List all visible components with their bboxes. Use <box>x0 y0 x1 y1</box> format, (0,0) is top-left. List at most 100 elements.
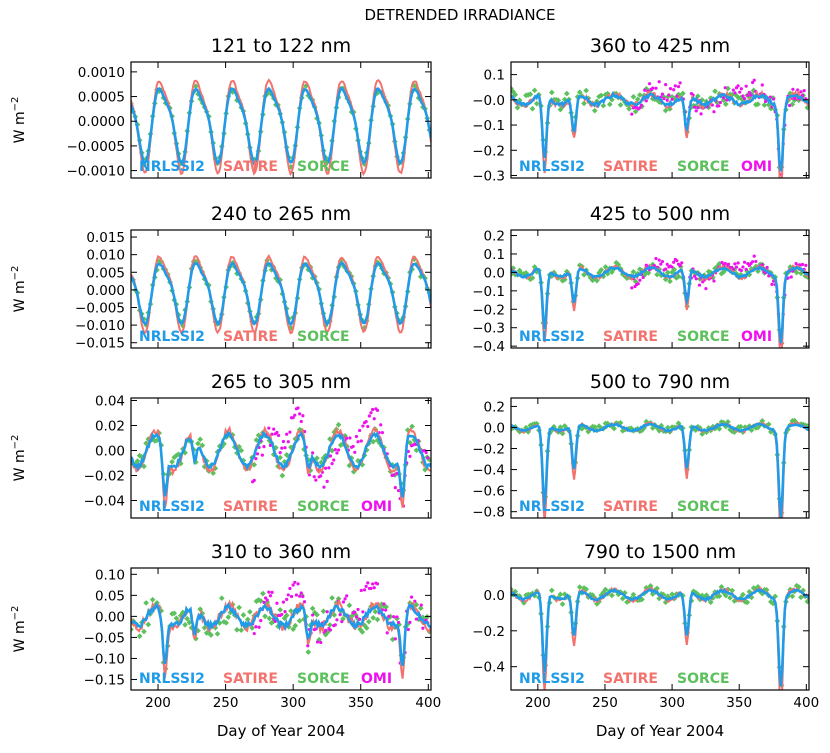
sorce-point <box>327 622 333 628</box>
panel-title: 240 to 265 nm <box>211 203 351 225</box>
y-tick-label: −0.0 <box>472 93 505 109</box>
omi-point <box>314 627 318 631</box>
sorce-point <box>630 591 637 598</box>
omi-point <box>301 594 305 599</box>
omi-point <box>742 260 747 264</box>
omi-point <box>665 98 669 102</box>
omi-point <box>630 286 634 290</box>
omi-point <box>744 267 748 271</box>
sorce-point <box>143 600 149 606</box>
sorce-point <box>555 97 562 104</box>
omi-point <box>638 278 642 282</box>
omi-point <box>358 428 362 433</box>
omi-point <box>325 479 329 483</box>
omi-point <box>343 597 347 601</box>
y-tick-label: −0.02 <box>84 469 125 485</box>
omi-point <box>736 84 740 88</box>
omi-point <box>670 97 674 101</box>
legend-sorce: SORCE <box>297 499 350 515</box>
omi-point <box>293 413 297 417</box>
sorce-point <box>262 613 268 620</box>
sorce-point <box>722 592 729 599</box>
legend-satire: SATIRE <box>223 159 278 175</box>
omi-point <box>657 80 661 84</box>
sorce-point <box>619 595 626 602</box>
sorce-point <box>335 421 342 428</box>
omi-point <box>731 88 735 92</box>
omi-point <box>723 86 727 90</box>
sorce-point <box>210 470 216 476</box>
omi-point <box>385 631 389 635</box>
legend-satire: SATIRE <box>603 499 658 515</box>
sorce-point <box>145 621 152 628</box>
sorce-point <box>296 617 303 624</box>
panel-title: 121 to 122 nm <box>211 35 351 57</box>
omi-point <box>718 100 723 105</box>
sorce-point <box>548 587 555 594</box>
omi-point <box>660 259 665 264</box>
sorce-point <box>244 616 251 623</box>
legend-sorce: SORCE <box>297 159 350 175</box>
sorce-point <box>305 649 312 655</box>
omi-point <box>741 265 745 269</box>
sorce-point <box>630 93 637 100</box>
omi-point <box>280 446 284 450</box>
y-axis-label: W m−2 <box>10 606 28 653</box>
omi-point <box>332 458 336 462</box>
sorce-point <box>283 612 290 619</box>
omi-point <box>280 612 284 617</box>
y-tick-label: 0.05 <box>95 588 125 604</box>
omi-point <box>751 260 755 264</box>
y-tick-label: −0.0010 <box>66 164 125 180</box>
sorce-point <box>576 584 583 590</box>
y-tick-label: −0.4 <box>472 660 505 676</box>
legend-sorce: SORCE <box>297 329 350 345</box>
omi-point <box>275 601 279 605</box>
nrlssi2-line <box>511 90 809 172</box>
sorce-point <box>737 423 744 430</box>
sorce-point <box>533 100 540 107</box>
axes-frame <box>510 229 810 349</box>
omi-point <box>804 263 808 267</box>
sorce-point <box>370 614 376 621</box>
omi-point <box>765 265 769 270</box>
omi-point <box>664 82 668 87</box>
sorce-point <box>366 618 372 625</box>
sorce-point <box>707 599 714 606</box>
omi-point <box>791 87 795 91</box>
sorce-point <box>637 92 643 98</box>
omi-point <box>678 81 682 85</box>
omi-point <box>742 97 747 101</box>
omi-point <box>299 591 303 595</box>
omi-point <box>364 419 368 424</box>
omi-point <box>306 644 310 648</box>
sorce-point <box>314 611 320 618</box>
omi-point <box>323 628 328 632</box>
omi-point <box>333 623 337 627</box>
sorce-point <box>602 586 609 593</box>
sorce-point <box>413 447 420 454</box>
omi-point <box>660 92 665 96</box>
omi-point <box>288 586 292 591</box>
y-tick-label: −0.3 <box>472 168 505 184</box>
sorce-point <box>370 438 376 445</box>
sorce-point <box>722 101 729 107</box>
sorce-point <box>383 604 389 610</box>
omi-point <box>393 486 397 490</box>
y-tick-label: 0.015 <box>86 230 125 246</box>
omi-point <box>341 600 346 604</box>
legend-omi: OMI <box>741 159 772 175</box>
omi-point <box>275 430 279 435</box>
sorce-point <box>260 590 266 597</box>
sorce-point <box>208 632 214 638</box>
x-tick-label: 200 <box>145 695 171 711</box>
omi-point <box>262 600 266 604</box>
legend-nrlssi2: NRLSSI2 <box>139 329 205 345</box>
panel-8: 790 to 1500 nm 200 250 300 350 400 −0.4 −0.2 0.0… <box>472 541 819 740</box>
axes-frame <box>510 567 810 691</box>
sorce-point <box>195 440 201 447</box>
sorce-point <box>591 107 598 114</box>
sorce-point <box>634 96 641 103</box>
omi-point <box>409 595 414 599</box>
omi-point <box>298 594 302 598</box>
